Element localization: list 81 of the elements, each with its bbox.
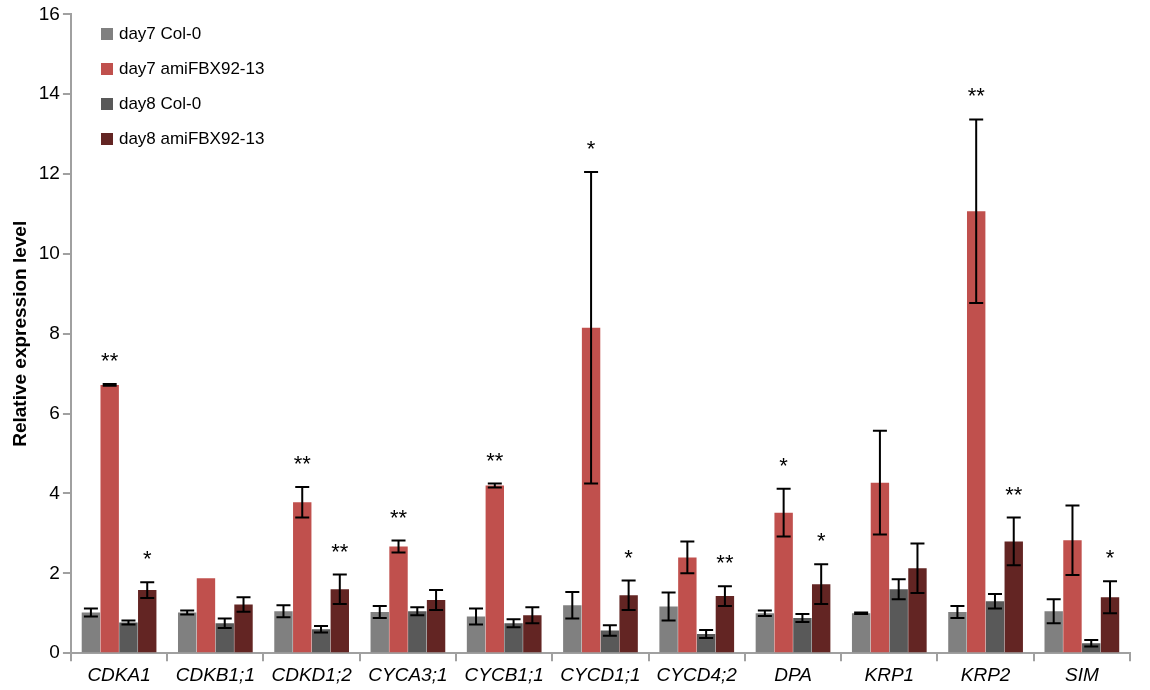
bar (774, 512, 793, 653)
bar (600, 630, 620, 653)
legend-label: day7 Col-0 (118, 23, 202, 44)
y-tick-label: 14 (38, 82, 61, 104)
bar (234, 604, 253, 653)
y-tick-label: 4 (49, 481, 61, 503)
bar (370, 612, 389, 653)
bar (138, 590, 157, 653)
bar (985, 601, 1005, 653)
bar (215, 623, 234, 653)
annotation: ** (486, 447, 504, 473)
annotation: * (586, 136, 596, 162)
legend-label: day8 amiFBX92-13 (118, 128, 265, 149)
bar (889, 589, 908, 653)
x-tick-label: CDKA1 (87, 663, 151, 685)
bar (659, 606, 678, 653)
annotation: * (779, 452, 789, 478)
bar (870, 482, 890, 653)
bar (908, 568, 927, 653)
bar (485, 485, 504, 653)
y-tick-label: 16 (38, 2, 60, 24)
annotation: * (1105, 545, 1115, 571)
bar (755, 613, 775, 653)
legend-label: day7 amiFBX92-13 (118, 58, 265, 79)
annotation: ** (101, 348, 119, 374)
bar (793, 618, 812, 653)
y-tick-label: 2 (49, 561, 60, 583)
y-tick-label: 12 (38, 162, 60, 184)
bar (426, 600, 446, 653)
x-tick-label: CYCD4;2 (656, 663, 738, 685)
bar (523, 615, 542, 653)
bar (119, 622, 138, 653)
bar (293, 502, 312, 653)
bar (1004, 541, 1023, 653)
x-tick-label: CYCA3;1 (368, 663, 448, 685)
annotation: * (816, 528, 826, 554)
bar (678, 557, 697, 653)
bar (1063, 540, 1082, 653)
bar (196, 578, 216, 653)
x-tick-label: CYCB1;1 (464, 663, 544, 685)
annotation: ** (1005, 481, 1023, 507)
bar (851, 613, 871, 653)
bar (619, 595, 638, 653)
bar (811, 584, 831, 653)
bar (100, 384, 119, 653)
y-tick-label: 8 (49, 322, 60, 344)
bar (466, 616, 486, 653)
bar (504, 623, 523, 653)
y-axis-title: Relative expression level (8, 220, 30, 447)
bar (408, 611, 427, 653)
annotation: ** (716, 550, 734, 576)
x-tick-label: KRP1 (864, 663, 915, 685)
x-tick-label: CDKB1;1 (175, 663, 255, 685)
x-tick-label: CDKD1;2 (271, 663, 353, 685)
annotation: ** (389, 504, 408, 530)
x-tick-label: SIM (1064, 663, 1099, 685)
annotation: ** (293, 451, 312, 477)
bar (967, 211, 986, 653)
bar (330, 589, 349, 653)
bar (581, 327, 601, 653)
x-tick-label: CYCD1;1 (560, 663, 641, 685)
legend-label: day8 Col-0 (118, 93, 202, 114)
annotation: ** (967, 83, 986, 109)
bar (311, 629, 331, 653)
y-tick-label: 10 (38, 242, 60, 264)
bar (715, 596, 735, 653)
y-tick-label: 0 (49, 641, 60, 663)
x-tick-label: DPA (774, 663, 812, 685)
bar (1100, 597, 1120, 653)
bar (274, 611, 293, 653)
bar (563, 605, 582, 653)
bar (1044, 611, 1063, 653)
annotation: ** (331, 538, 349, 564)
y-tick-label: 6 (49, 401, 60, 423)
annotation: * (624, 544, 634, 570)
bar (81, 612, 101, 653)
annotation: * (142, 546, 152, 572)
bar (948, 612, 967, 653)
bar (177, 612, 197, 653)
x-tick-label: KRP2 (960, 663, 1011, 685)
bar (389, 546, 408, 653)
